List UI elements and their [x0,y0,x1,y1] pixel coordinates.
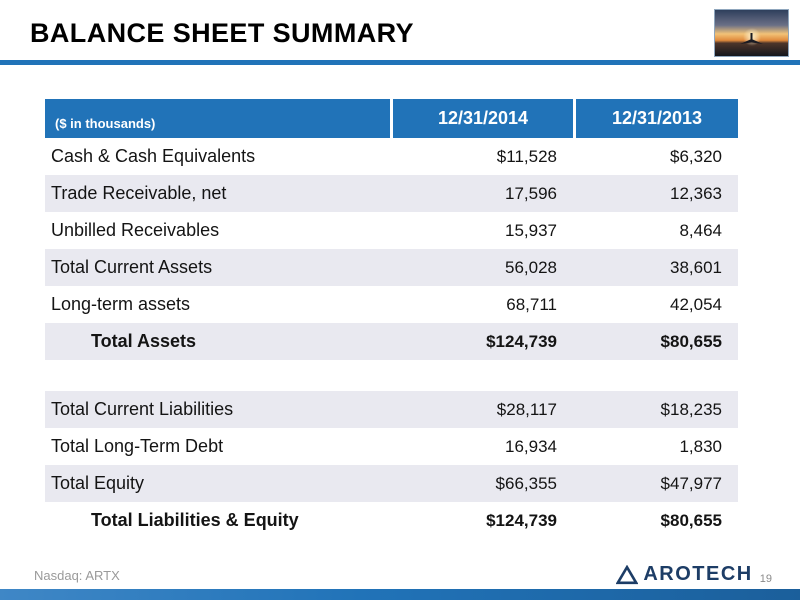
value-2014: 17,596 [505,183,557,203]
row-label: Total Equity [51,473,145,493]
table-row: Total Long-Term Debt 16,934 1,830 [45,428,738,465]
value-2014: 56,028 [505,257,557,277]
value-2013: 1,830 [679,436,722,456]
value-2013: $80,655 [660,510,722,530]
value-2014: 15,937 [505,220,557,240]
row-label: Total Current Liabilities [51,399,234,419]
value-2013: 12,363 [670,183,722,203]
unit-note: ($ in thousands) [45,99,390,138]
row-label: Long-term assets [51,294,191,314]
row-label: Total Liabilities & Equity [91,510,299,530]
table-header-row: ($ in thousands) 12/31/2014 12/31/2013 [45,99,738,138]
value-2013: 38,601 [670,257,722,277]
row-label: Total Current Assets [51,257,213,277]
value-2014: $124,739 [486,331,557,351]
table-row: Cash & Cash Equivalents $11,528 $6,320 [45,138,738,175]
table-row: Total Equity $66,355 $47,977 [45,465,738,502]
balance-sheet-table: ($ in thousands) 12/31/2014 12/31/2013 C… [45,99,738,539]
value-2013: $6,320 [670,146,722,166]
table-section-gap [45,360,738,391]
column-header-2013: 12/31/2013 [576,99,738,138]
value-2014: $11,528 [496,146,557,166]
title-accent-bar [0,60,800,65]
airplane-photo [714,9,789,57]
bottom-accent-bar [0,589,800,600]
table-row: Total Current Liabilities $28,117 $18,23… [45,391,738,428]
value-2014: 16,934 [505,436,557,456]
page-number: 19 [759,573,772,585]
table-row: Trade Receivable, net 17,596 12,363 [45,175,738,212]
table-row-total-assets: Total Assets $124,739 $80,655 [45,323,738,360]
table-row-total-liabilities-equity: Total Liabilities & Equity $124,739 $80,… [45,502,738,539]
row-label: Trade Receivable, net [51,183,227,203]
table-row: Total Current Assets 56,028 38,601 [45,249,738,286]
page-title: BALANCE SHEET SUMMARY [30,18,414,48]
row-label: Unbilled Receivables [51,220,220,240]
value-2014: $124,739 [486,510,557,530]
arotech-logo: AROTECH 19 [616,563,772,586]
airplane-sunset-illustration [715,10,788,56]
logo-text: AROTECH [643,563,753,585]
value-2013: 8,464 [679,220,722,240]
row-label: Total Assets [91,331,197,351]
triangle-logo-icon [616,564,639,585]
table-row: Long-term assets 68,711 42,054 [45,286,738,323]
value-2013: $47,977 [660,473,722,493]
value-2014: 68,711 [506,294,557,314]
value-2013: $18,235 [660,399,722,419]
column-header-2014: 12/31/2014 [393,99,573,138]
row-label: Total Long-Term Debt [51,436,224,456]
row-label: Cash & Cash Equivalents [51,146,256,166]
value-2014: $66,355 [495,473,557,493]
value-2013: $80,655 [660,331,722,351]
value-2014: $28,117 [496,399,557,419]
table-row: Unbilled Receivables 15,937 8,464 [45,212,738,249]
footer-ticker: Nasdaq: ARTX [34,568,120,583]
value-2013: 42,054 [670,294,722,314]
